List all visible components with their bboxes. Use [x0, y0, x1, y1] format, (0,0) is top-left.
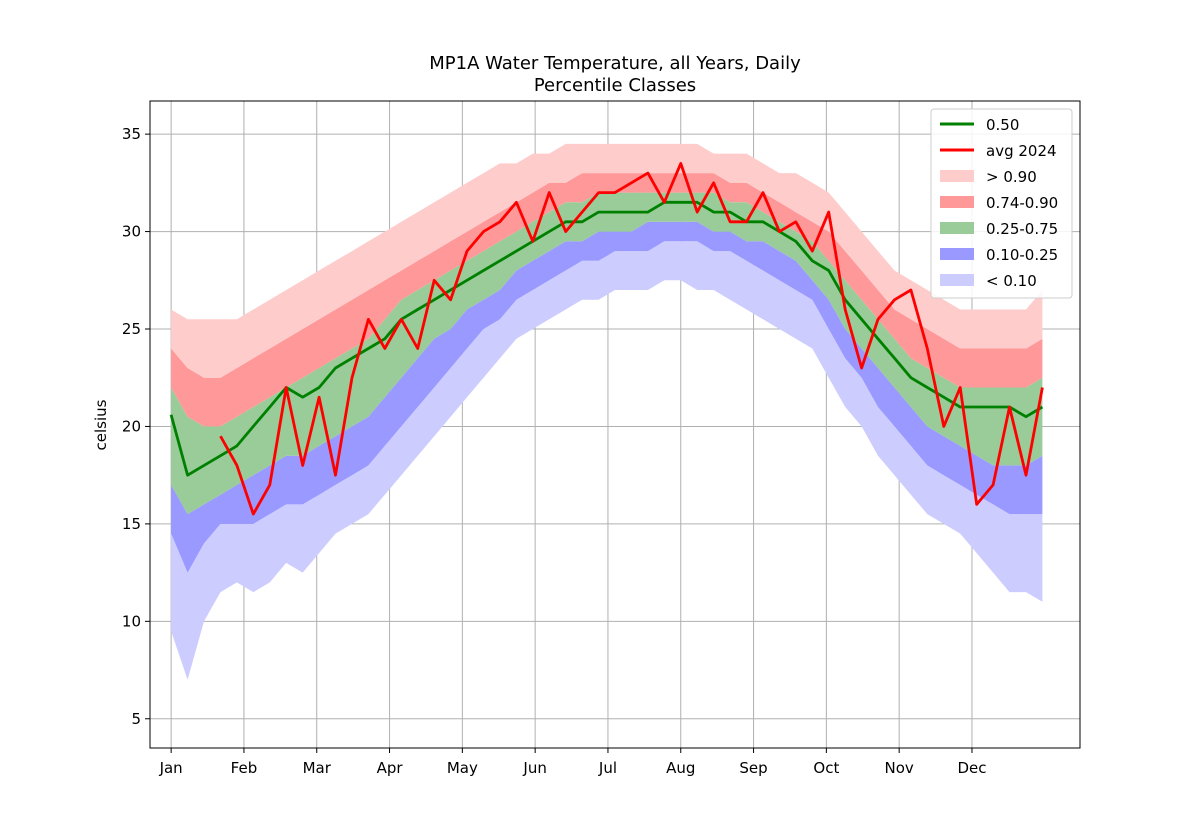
x-tick-label: Aug: [666, 759, 695, 777]
y-tick-label: 35: [122, 125, 141, 143]
plot-area: 5 10 15 20 25 30 35 Jan Feb Mar Apr May Jun Jul Aug Sep…: [122, 100, 1081, 777]
legend-label: avg 2024: [986, 142, 1057, 160]
y-axis-label: celsius: [92, 399, 110, 450]
y-tick-label: 10: [122, 612, 141, 630]
median-line: [169, 200, 1044, 477]
chart-title: MP1A Water Temperature, all Years, Daily…: [429, 53, 801, 96]
legend-patch-swatch: [940, 222, 974, 234]
axes-frame: [149, 100, 1081, 749]
x-tick-label: Jul: [598, 759, 617, 777]
band-gt90: [171, 143, 1043, 378]
band-lt10: [171, 241, 1043, 680]
bands: [169, 143, 1044, 680]
legend-label: 0.50: [986, 116, 1019, 134]
avg-2024-line: [219, 162, 1044, 516]
legend-label: 0.74-0.90: [986, 194, 1058, 212]
chart-title-line2: Percentile Classes: [534, 75, 696, 96]
x-tick-label: Feb: [231, 759, 258, 777]
x-tick-label: Mar: [303, 759, 332, 777]
x-tick-label: Apr: [377, 759, 404, 777]
x-tick-label: Nov: [885, 759, 914, 777]
x-tick-label: Jun: [522, 759, 546, 777]
chart-title-line1: MP1A Water Temperature, all Years, Daily: [429, 53, 801, 74]
y-tick-label: 30: [122, 223, 141, 241]
y-tick-label: 5: [131, 710, 141, 728]
band-74-90: [171, 173, 1043, 427]
legend-label: 0.25-0.75: [986, 220, 1058, 238]
band-10-25: [171, 221, 1043, 573]
legend-patch-swatch: [940, 170, 974, 182]
legend: 0.50 avg 2024 > 0.90 0.74-0.90 0.25-0.75 0.10…: [930, 108, 1073, 299]
x-tick-label: May: [447, 759, 478, 777]
y-tick-label: 20: [122, 417, 141, 435]
legend-patch-swatch: [940, 196, 974, 208]
legend-label: < 0.10: [986, 272, 1037, 290]
legend-label: > 0.90: [986, 168, 1037, 186]
legend-patch-swatch: [940, 248, 974, 260]
band-25-75: [171, 192, 1043, 515]
y-tick-label: 15: [122, 515, 141, 533]
legend-label: 0.10-0.25: [986, 246, 1058, 264]
x-tick-label: Oct: [813, 759, 839, 777]
x-tick-label: Sep: [739, 759, 767, 777]
x-tick-label: Jan: [159, 759, 183, 777]
legend-patch-swatch: [940, 274, 974, 286]
x-tick-label: Dec: [957, 759, 986, 777]
y-tick-label: 25: [122, 320, 141, 338]
